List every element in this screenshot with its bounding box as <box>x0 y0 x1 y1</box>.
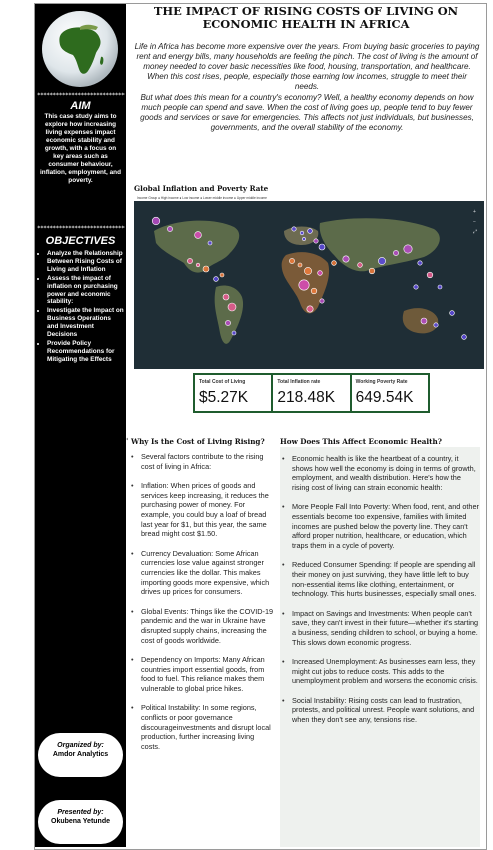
kpi-label: Total Inflation rate <box>277 379 321 385</box>
list-item: Impact on Savings and Investments: When … <box>282 609 480 647</box>
africa-globe-image <box>42 11 118 87</box>
organized-label: Organized by: <box>57 742 104 749</box>
section-heading-causes: Why Is the Cost of Living Rising? <box>131 437 265 446</box>
objective-item: Assess the impact of inflation on purcha… <box>47 275 124 307</box>
intro-paragraph: Life in Africa has become more expensive… <box>134 42 480 91</box>
list-item: Social Instability: Rising costs can lea… <box>282 696 480 725</box>
kpi-label: Working Poverty Rate <box>355 379 408 385</box>
map-legend: Income Group ● High income ● Low income … <box>137 196 267 200</box>
intro-text: Life in Africa has become more expensive… <box>134 42 480 134</box>
presented-label: Presented by: <box>57 809 104 816</box>
list-item: Increased Unemployment: As businesses ea… <box>282 657 480 686</box>
list-item: Economic health is like the heartbeat of… <box>282 454 480 492</box>
kpi-cards: Total Cost of Living $5.27K Total Inflat… <box>193 373 430 413</box>
star-divider: ****************************** <box>36 437 128 444</box>
intro-paragraph: But what does this mean for a country's … <box>140 93 474 132</box>
svg-text:−: − <box>473 219 476 225</box>
list-item: Dependency on Imports: Many African coun… <box>131 655 275 693</box>
svg-text:+: + <box>473 209 476 215</box>
kpi-label: Total Cost of Living <box>199 379 246 385</box>
presenter-name: Okubena Yetunde <box>51 818 110 825</box>
kpi-value: 649.54K <box>355 389 414 406</box>
list-item: Reduced Consumer Spending: If people are… <box>282 560 480 598</box>
presented-by-badge: Presented by: Okubena Yetunde <box>38 800 123 844</box>
objective-item: Provide Policy Recommendations for Mitig… <box>47 340 124 364</box>
kpi-total-cost-of-living: Total Cost of Living $5.27K <box>195 375 274 411</box>
organizer-name: Amdor Analytics <box>52 751 109 758</box>
objectives-heading: OBJECTIVES <box>45 235 116 247</box>
star-divider: ****************************** <box>37 225 125 232</box>
kpi-total-inflation-rate: Total Inflation rate 218.48K <box>273 375 352 411</box>
organized-by-badge: Organized by: Amdor Analytics <box>38 733 123 777</box>
list-item: Global Events: Things like the COVID-19 … <box>131 607 275 645</box>
kpi-working-poverty-rate: Working Poverty Rate 649.54K <box>352 375 428 411</box>
star-divider: ****************************** <box>37 92 125 99</box>
list-item: Political Instability: In some regions, … <box>131 703 275 751</box>
objective-item: Investigate the Impact on Business Opera… <box>47 307 124 339</box>
list-item: Inflation: When prices of goods and serv… <box>131 481 275 539</box>
kpi-value: $5.27K <box>199 389 249 406</box>
causes-list: Several factors contribute to the rising… <box>129 452 275 761</box>
objective-item: Analyze the Relationship Between Rising … <box>47 250 124 274</box>
aim-text: This case study aims to explore how incr… <box>40 113 121 184</box>
map-title: Global Inflation and Poverty Rate <box>134 184 269 193</box>
world-map: + − ⤢ <box>134 201 484 369</box>
sidebar: ****************************** AIM This … <box>35 4 126 847</box>
list-item: More People Fall Into Poverty: When food… <box>282 502 480 550</box>
list-item: Several factors contribute to the rising… <box>131 452 275 471</box>
svg-text:⤢: ⤢ <box>473 229 477 235</box>
section-heading-effects: How Does This Affect Economic Health? <box>280 437 442 446</box>
list-item: Currency Devaluation: Some African curre… <box>131 549 275 597</box>
objectives-list: Analyze the Relationship Between Rising … <box>38 250 124 365</box>
effects-list: Economic health is like the heartbeat of… <box>280 447 480 847</box>
kpi-value: 218.48K <box>277 389 336 406</box>
page-title: THE IMPACT OF RISING COSTS OF LIVING ON … <box>153 4 459 31</box>
aim-heading: AIM <box>70 100 91 112</box>
